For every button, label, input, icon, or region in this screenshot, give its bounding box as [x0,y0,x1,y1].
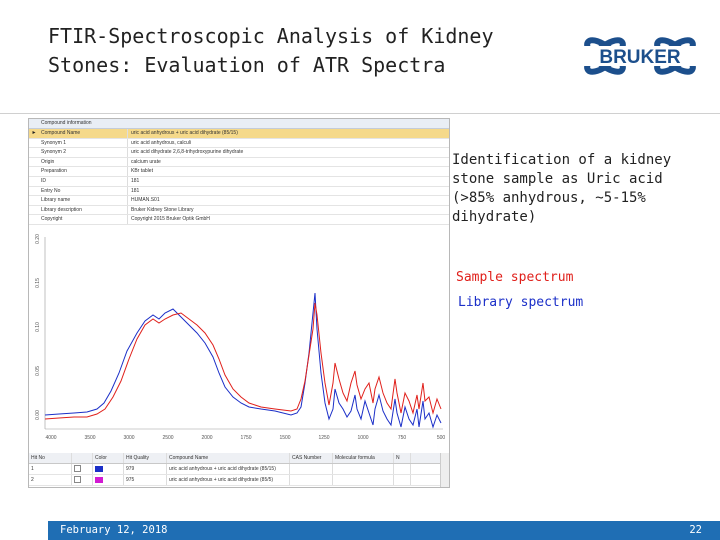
row-marker-icon [29,167,39,176]
row-marker-icon [29,148,39,157]
info-key: Copyright [39,215,128,224]
info-row[interactable]: ID 181 [29,176,449,187]
info-value: uric acid dihydrate 2,6,8-trihydroxypuri… [131,149,244,156]
results-scrollbar[interactable] [440,453,449,487]
info-value: 181 [131,177,140,184]
info-key: Synonym 2 [39,148,128,157]
row-marker-icon: ▸ [32,130,36,136]
info-key: Compound Name [39,129,128,138]
y-tick-label: 0.10 [35,322,41,332]
info-key: Library name [39,196,128,205]
page-number: 22 [689,524,702,536]
table-row[interactable]: 1 979 uric acid anhydrous + uric acid di… [29,464,449,475]
info-key: Origin [39,157,128,167]
sample-spectrum-label: Sample spectrum [456,270,574,285]
library-spectrum-label: Library spectrum [458,295,584,310]
table-row[interactable]: 2 975 uric acid anhydrous + uric acid di… [29,475,449,486]
x-tick-label: 1250 [318,435,329,441]
col-hit-no[interactable]: Hit No [29,453,72,463]
info-row[interactable]: ▸ Compound Name uric acid anhydrous + uric… [29,129,449,139]
info-row[interactable]: Synonym 1 uric acid anhydrous, calculi [29,138,449,149]
y-tick-label: 0.05 [35,366,41,376]
footer-date: February 12, 2018 [60,524,168,536]
col-color[interactable]: Color [93,453,124,463]
compound-info-header: Compound information [29,119,449,129]
slide-title-line-1: FTIR-Spectroscopic Analysis of Kidney [48,24,494,48]
x-tick-label: 1750 [240,435,251,441]
footer-left-gap [0,521,48,540]
row-checkbox[interactable] [72,475,93,485]
info-value: 181 [131,187,140,194]
x-tick-label: 2000 [201,435,212,441]
col-hit-quality[interactable]: Hit Quality [124,453,167,463]
y-tick-label: 0.15 [35,278,41,288]
row-hit-quality: 975 [124,475,167,485]
info-row[interactable]: Synonym 2 uric acid dihydrate 2,6,8-trihy… [29,148,449,158]
row-compound-name: uric acid anhydrous + uric acid dihydrat… [167,475,290,485]
sample-spectrum-line [44,302,442,420]
row-marker-icon [29,215,39,224]
row-hit-no: 1 [29,464,72,474]
x-tick-label: 500 [437,435,446,441]
slide-title: FTIR-Spectroscopic Analysis of Kidney St… [48,22,548,80]
spectrum-plot[interactable]: 4000 3500 3000 2500 2000 1750 1500 1250 1000 750 5… [29,233,449,455]
row-marker-icon [29,139,39,148]
row-marker-icon [29,206,39,215]
info-key: Library description [39,205,128,215]
x-tick-label: 3500 [84,435,95,441]
info-value: Bruker Kidney Stone Library [131,206,194,213]
description-text: Identification of a kidney stone sample … [452,152,672,225]
slide-title-line-2: Stones: Evaluation of ATR Spectra [48,53,446,77]
library-spectrum-line [44,292,442,429]
y-tick-label: 0.00 [35,410,41,420]
footer-bar: February 12, 2018 22 [48,521,720,540]
row-marker-icon [29,196,39,205]
col-sort [72,453,93,463]
row-color-swatch [93,464,124,474]
info-key: Entry No [39,186,128,196]
info-value: KBr tablet [131,168,153,175]
opus-screenshot: Compound information ▸ Compound Name uric … [28,118,450,488]
row-marker-icon [29,177,39,186]
x-tick-label: 1000 [357,435,368,441]
col-compound-name[interactable]: Compound Name [167,453,290,463]
row-compound-name: uric acid anhydrous + uric acid dihydrat… [167,464,290,474]
compound-info-grid: Compound information ▸ Compound Name uric … [29,119,449,231]
logo-text: BRUKER [599,47,681,68]
info-row[interactable]: Library name HUMAN.S01 [29,196,449,206]
col-molecular-formula[interactable]: Molecular formula [333,453,394,463]
info-key: ID [39,176,128,186]
x-tick-label: 750 [398,435,407,441]
info-row[interactable]: Origin calcium urate [29,157,449,168]
info-value: uric acid anhydrous + uric acid dihydrat… [131,130,238,136]
info-value: Copyright 2015 Bruker Optik GmbH [131,216,210,223]
row-checkbox[interactable] [72,464,93,474]
info-value: calcium urate [131,158,161,165]
row-hit-quality: 979 [124,464,167,474]
info-key: Preparation [39,167,128,176]
x-tick-label: 4000 [45,435,56,441]
info-row[interactable]: Library description Bruker Kidney Stone L… [29,205,449,216]
x-tick-label: 3000 [123,435,134,441]
results-header-row: Hit No Color Hit Quality Compound Name C… [29,453,449,464]
info-key: Synonym 1 [39,138,128,148]
search-results-table: Hit No Color Hit Quality Compound Name C… [29,453,449,487]
row-marker-icon [29,187,39,196]
info-value: HUMAN.S01 [131,197,160,204]
col-cas-number[interactable]: CAS Number [290,453,333,463]
y-tick-label: 0.20 [35,234,41,244]
row-color-swatch [93,475,124,485]
row-hit-no: 2 [29,475,72,485]
x-tick-label: 1500 [279,435,290,441]
info-value: uric acid anhydrous, calculi [131,139,192,146]
col-n[interactable]: N [394,453,411,463]
info-row[interactable]: Preparation KBr tablet [29,167,449,177]
title-divider [0,113,720,114]
row-marker-icon [29,158,39,167]
x-tick-label: 2500 [162,435,173,441]
bruker-logo: BRUKER [579,37,701,75]
info-row[interactable]: Copyright Copyright 2015 Bruker Optik Gmb… [29,215,449,225]
info-row[interactable]: Entry No 181 [29,186,449,197]
